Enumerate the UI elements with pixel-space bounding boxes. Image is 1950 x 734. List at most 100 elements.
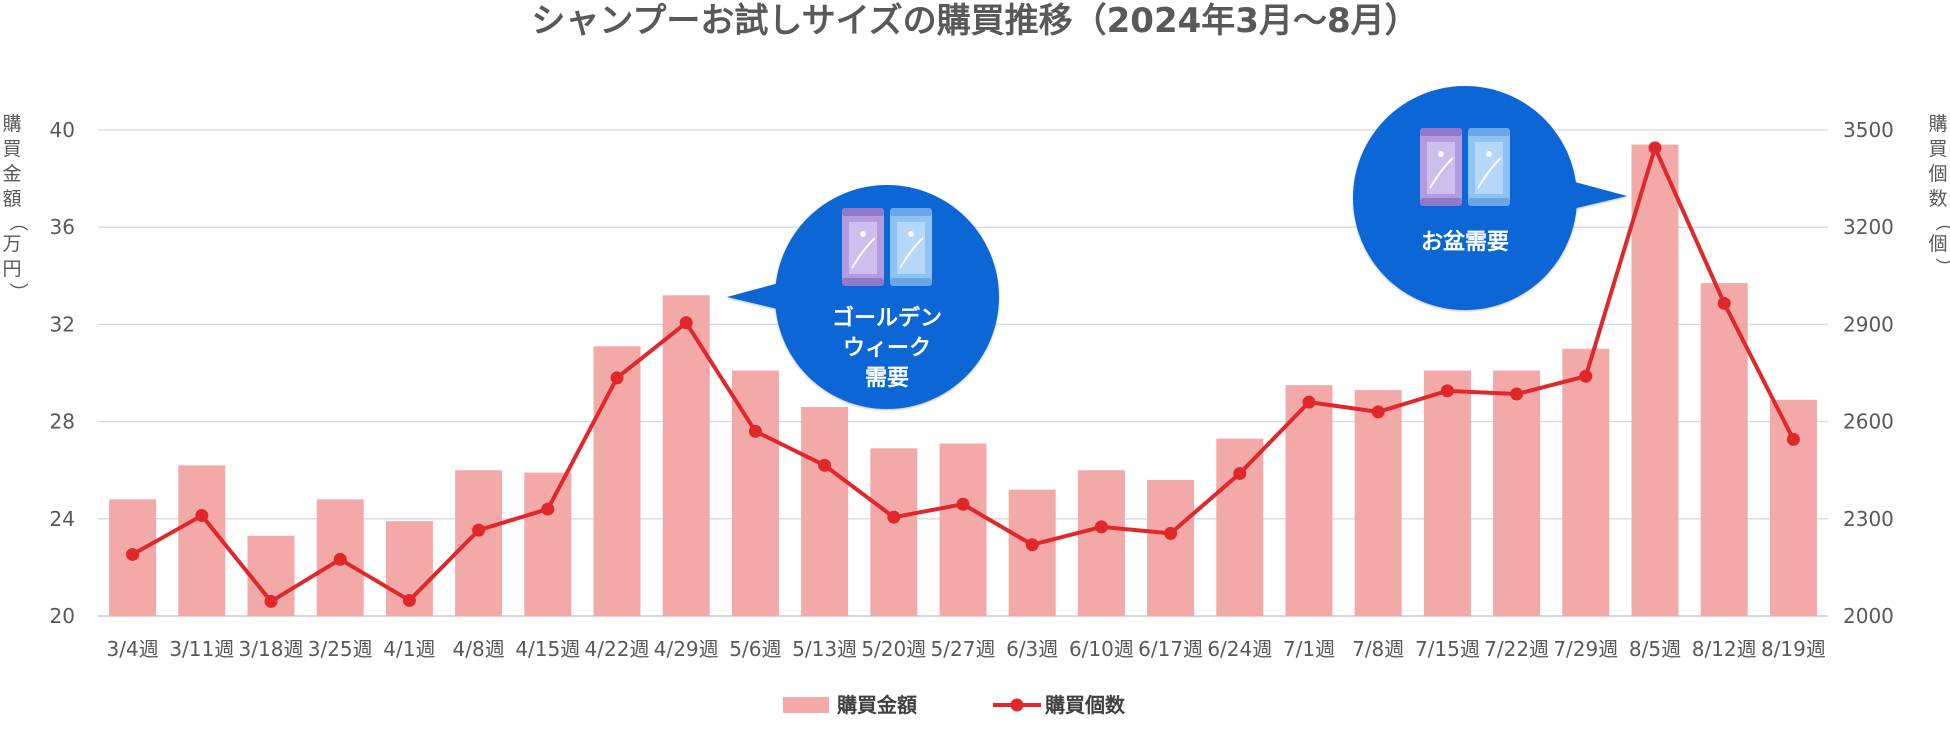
- line-point: [195, 509, 209, 523]
- legend-item-bar: 購買金額: [783, 693, 917, 717]
- x-tick-label: 7/1週: [1283, 637, 1335, 661]
- callout-text: ゴールデン: [832, 305, 942, 331]
- line-series: [126, 141, 1800, 608]
- line-point: [264, 594, 278, 608]
- x-tick-label: 6/3週: [1006, 637, 1058, 661]
- line-point: [956, 497, 970, 511]
- x-tick-label: 8/12週: [1692, 637, 1757, 661]
- x-tick-label: 5/20週: [861, 637, 926, 661]
- y-left-tick-label: 28: [50, 410, 75, 434]
- y-right-axis-title: 購買個数（個）: [1928, 113, 1950, 277]
- y-right-tick-label: 2000: [1843, 604, 1894, 628]
- callout-text: 需要: [865, 366, 909, 391]
- bar: [731, 370, 779, 616]
- line-point: [1510, 387, 1524, 401]
- svg-text:金: 金: [2, 163, 21, 185]
- x-tick-label: 4/8週: [453, 637, 505, 661]
- x-tick-label: 7/8週: [1352, 637, 1404, 661]
- line-point: [887, 510, 901, 524]
- line-point: [1233, 466, 1247, 480]
- legend-item-line: 購買個数: [993, 693, 1126, 717]
- x-tick-label: 7/15週: [1415, 637, 1480, 661]
- svg-text:）: ）: [1933, 257, 1950, 276]
- x-tick-label: 3/4週: [107, 637, 159, 661]
- svg-text:円: 円: [2, 258, 21, 280]
- bar: [801, 407, 849, 616]
- svg-text:買: 買: [2, 138, 21, 160]
- callout-bubble: お盆需要: [1353, 86, 1627, 310]
- x-tick-label: 5/13週: [792, 637, 857, 661]
- x-tick-label: 3/18週: [239, 637, 304, 661]
- bar: [455, 470, 503, 616]
- line-point: [1025, 538, 1039, 552]
- bar: [1147, 479, 1195, 616]
- line-point: [1302, 395, 1316, 409]
- svg-text:）: ）: [7, 282, 29, 301]
- bar: [870, 448, 918, 616]
- line-point: [1717, 296, 1731, 310]
- x-tick-label: 3/25週: [308, 637, 373, 661]
- line-point: [126, 547, 140, 561]
- line-point: [1786, 432, 1800, 446]
- callout-text: ウィーク: [843, 336, 931, 361]
- x-tick-label: 4/22週: [585, 637, 650, 661]
- bar: [1354, 390, 1402, 616]
- svg-text:数: 数: [1928, 188, 1947, 210]
- line-point: [1094, 520, 1108, 534]
- bar: [1631, 144, 1679, 616]
- y-left-tick-label: 40: [50, 118, 75, 142]
- axes: 20 24 28 32 36 40 2000 2300 2600 2900 3200 3500 購買金額…: [2, 113, 1950, 661]
- bar: [1216, 438, 1264, 616]
- svg-text:買: 買: [1928, 138, 1947, 160]
- line-point: [472, 523, 486, 537]
- bar: [1423, 370, 1471, 616]
- svg-text:購買金額: 購買金額: [837, 693, 917, 717]
- line-point: [402, 593, 416, 607]
- x-tick-label: 4/15週: [515, 637, 580, 661]
- bar: [662, 295, 710, 616]
- x-tick-label: 8/19週: [1761, 637, 1826, 661]
- bar: [939, 443, 987, 616]
- y-right-tick-label: 3500: [1843, 118, 1894, 142]
- y-left-tick-label: 24: [50, 507, 75, 531]
- y-left-tick-label: 36: [50, 215, 75, 239]
- svg-text:万: 万: [2, 233, 21, 255]
- line-point: [610, 371, 624, 385]
- svg-text:購買個数: 購買個数: [1045, 693, 1126, 717]
- svg-text:個: 個: [1928, 163, 1947, 185]
- legend: 購買金額 購買個数: [783, 693, 1126, 717]
- line-point: [1371, 405, 1385, 419]
- line-point: [1164, 526, 1178, 540]
- y-right-tick-label: 2900: [1843, 312, 1894, 336]
- y-right-tick-label: 3200: [1843, 215, 1894, 239]
- callout-text: お盆需要: [1421, 229, 1509, 255]
- bar-series: [109, 144, 1817, 616]
- svg-text:額: 額: [2, 188, 21, 210]
- svg-text:個: 個: [1928, 233, 1947, 255]
- line-point: [679, 316, 693, 330]
- x-tick-label: 6/24週: [1207, 637, 1272, 661]
- line-point: [1440, 384, 1454, 398]
- bar: [1285, 385, 1333, 616]
- line-point: [818, 458, 832, 472]
- x-tick-label: 7/22週: [1484, 637, 1549, 661]
- bar: [524, 472, 572, 616]
- line-point: [333, 552, 347, 566]
- x-tick-label: 3/11週: [169, 637, 234, 661]
- bar: [1562, 348, 1610, 616]
- y-right-tick-label: 2600: [1843, 410, 1894, 434]
- chart-title: シャンプーお試しサイズの購買推移（2024年3月〜8月）: [531, 1, 1418, 41]
- bar: [1008, 489, 1056, 616]
- y-left-axis-title: 購買金額 （ 万円 ）: [2, 113, 29, 302]
- line-point: [1648, 141, 1662, 155]
- bar: [1769, 399, 1817, 616]
- x-tick-label: 7/29週: [1553, 637, 1618, 661]
- svg-text:（: （: [7, 212, 29, 231]
- y-right-tick-label: 2300: [1843, 507, 1894, 531]
- line-point: [748, 424, 762, 438]
- line-point: [541, 502, 555, 516]
- y-left-tick-label: 32: [50, 312, 75, 336]
